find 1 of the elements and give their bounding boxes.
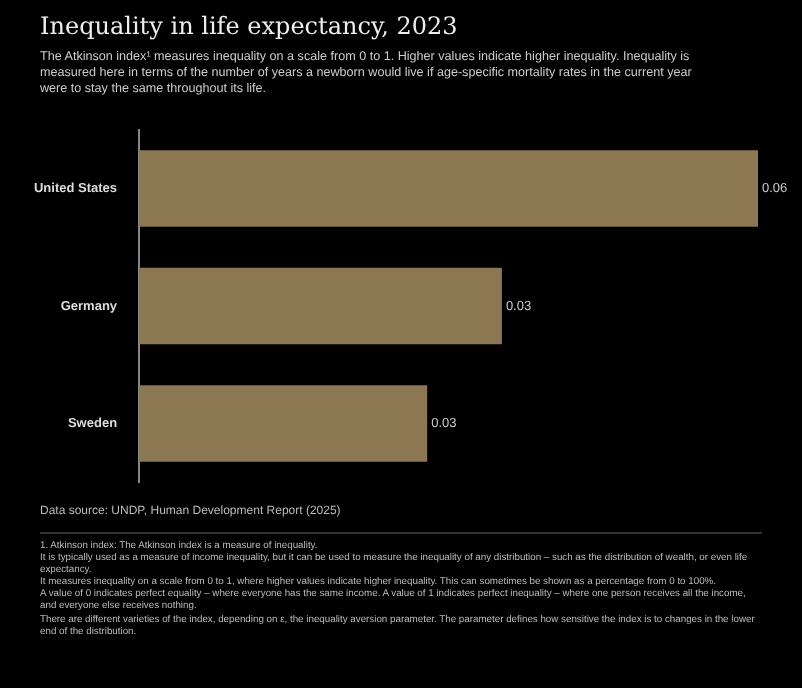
chart-title: Inequality in life expectancy, 2023 bbox=[40, 12, 458, 40]
